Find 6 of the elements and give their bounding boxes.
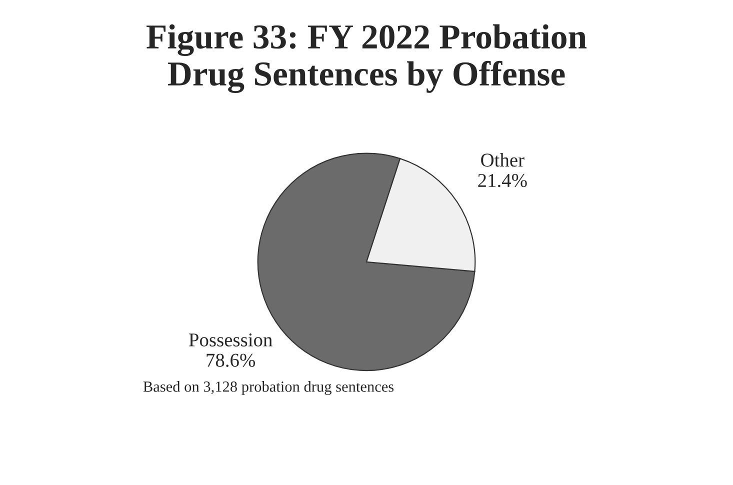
text: Based on 3,128 probation drug sentences bbox=[143, 381, 394, 395]
slice-label: Other bbox=[481, 153, 524, 167]
chart-title: Figure 33: FY 2022 Probation Drug Sentences by Offense bbox=[146, 24, 587, 94]
slice-label: Possession bbox=[188, 333, 272, 346]
data-label: 21.4% bbox=[478, 174, 527, 188]
data-label: 78.6% bbox=[206, 354, 256, 367]
